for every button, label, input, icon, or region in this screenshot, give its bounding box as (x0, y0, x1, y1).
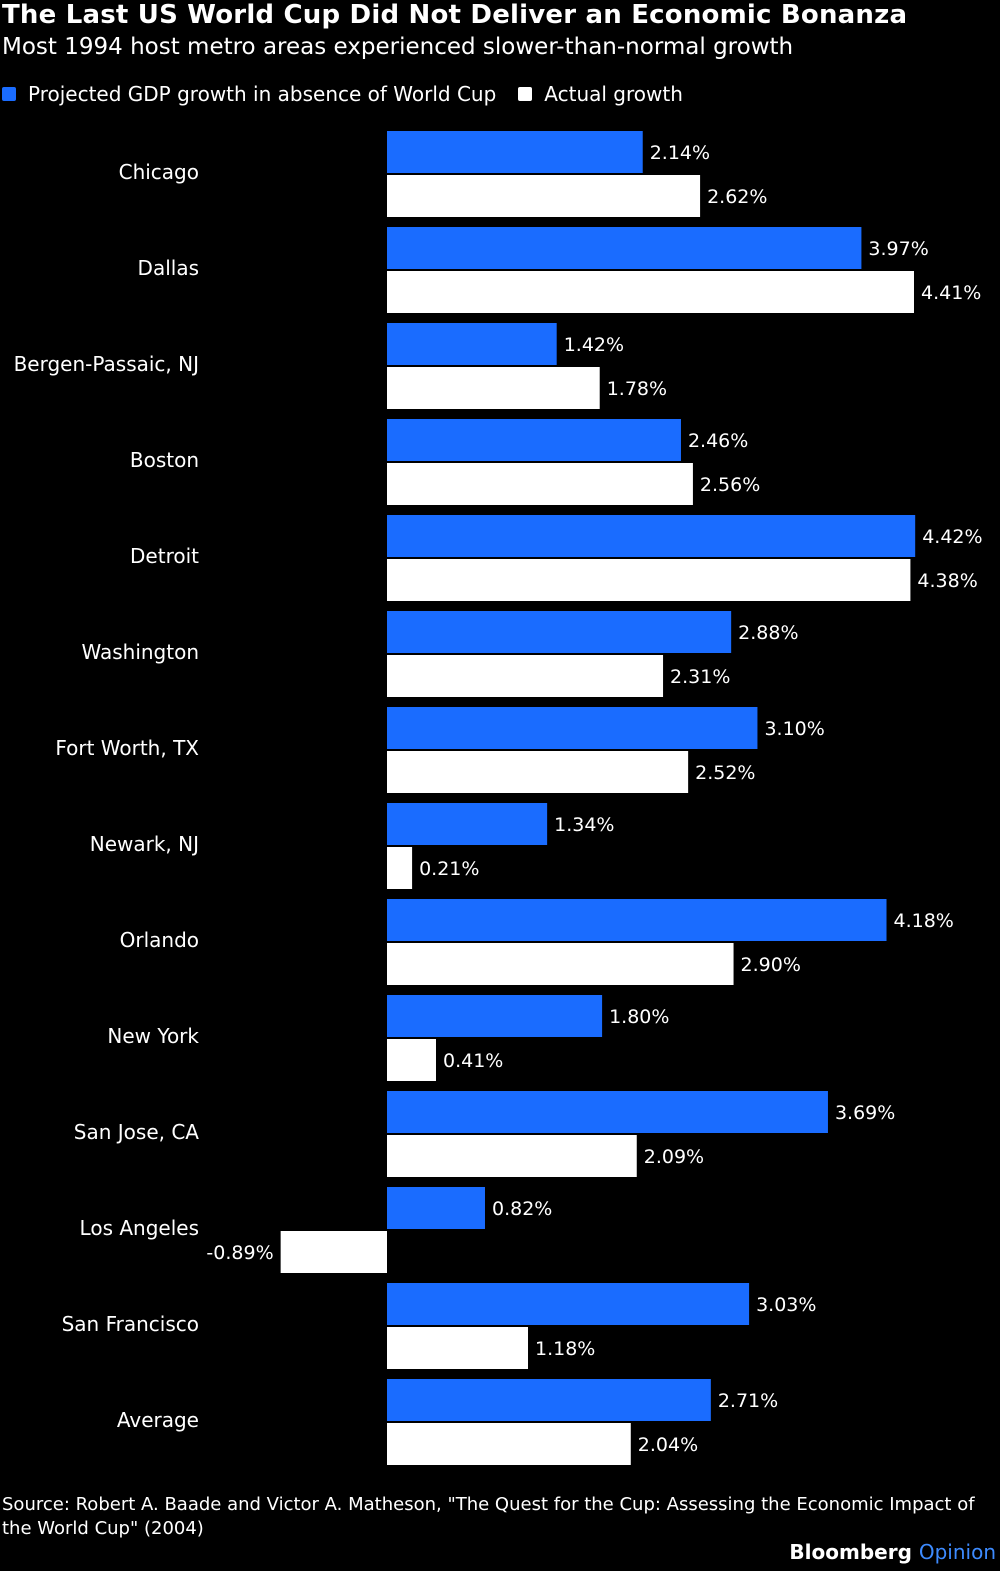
bar-projected-new-york (387, 995, 603, 1037)
bar-actual-dallas (387, 271, 914, 313)
legend-swatch-projected (2, 87, 16, 101)
data-label-actual-detroit: 4.38% (917, 570, 977, 592)
bar-actual-new-york (387, 1039, 436, 1081)
data-label-actual-new-york: 0.41% (443, 1050, 503, 1072)
data-label-actual-washington: 2.31% (670, 666, 730, 688)
bar-projected-dallas (387, 227, 862, 269)
brand-logo: Bloomberg Opinion (789, 1540, 996, 1564)
category-label-los-angeles: Los Angeles (80, 1216, 199, 1240)
data-label-actual-san-francisco: 1.18% (535, 1338, 595, 1360)
data-label-projected-san-francisco: 3.03% (756, 1294, 816, 1316)
data-label-actual-san-jose-ca: 2.09% (644, 1146, 704, 1168)
category-label-boston: Boston (130, 448, 199, 472)
bar-projected-orlando (387, 899, 887, 941)
category-label-newark-nj: Newark, NJ (90, 832, 199, 856)
legend: Projected GDP growth in absence of World… (2, 81, 705, 107)
category-label-bergen-passaic-nj: Bergen-Passaic, NJ (14, 352, 199, 376)
bar-chart: Chicago 2.14% 2.62% Dallas 3.97% 4.41% Bergen-… (14, 131, 983, 1465)
data-label-actual-average: 2.04% (638, 1434, 698, 1456)
legend-item-projected: Projected GDP growth in absence of World… (2, 82, 496, 106)
category-label-dallas: Dallas (138, 256, 199, 280)
bar-projected-newark-nj (387, 803, 548, 845)
bar-actual-fort-worth-tx (387, 751, 689, 793)
bar-actual-average (387, 1423, 631, 1465)
bar-projected-los-angeles (387, 1187, 485, 1229)
source-note: Source: Robert A. Baade and Victor A. Ma… (2, 1494, 975, 1539)
data-label-actual-boston: 2.56% (700, 474, 760, 496)
bar-actual-chicago (387, 175, 701, 217)
bar-projected-washington (387, 611, 732, 653)
bar-projected-detroit (387, 515, 916, 557)
bar-projected-boston (387, 419, 681, 461)
data-label-projected-boston: 2.46% (688, 430, 748, 452)
data-label-actual-bergen-passaic-nj: 1.78% (607, 378, 667, 400)
bar-actual-san-francisco (387, 1327, 529, 1369)
category-label-chicago: Chicago (119, 160, 199, 184)
bar-projected-san-francisco (387, 1283, 750, 1325)
data-label-projected-orlando: 4.18% (894, 910, 954, 932)
data-label-projected-san-jose-ca: 3.69% (835, 1102, 895, 1124)
data-label-projected-chicago: 2.14% (650, 142, 710, 164)
legend-item-actual: Actual growth (518, 82, 683, 106)
bar-projected-average (387, 1379, 711, 1421)
category-label-fort-worth-tx: Fort Worth, TX (55, 736, 199, 760)
data-label-projected-dallas: 3.97% (868, 238, 928, 260)
bar-projected-chicago (387, 131, 643, 173)
chart-title: The Last US World Cup Did Not Deliver an… (2, 0, 908, 30)
data-label-projected-new-york: 1.80% (609, 1006, 669, 1028)
data-label-projected-newark-nj: 1.34% (554, 814, 614, 836)
data-label-actual-fort-worth-tx: 2.52% (695, 762, 755, 784)
data-label-actual-dallas: 4.41% (921, 282, 981, 304)
legend-swatch-actual (518, 87, 533, 101)
bar-actual-newark-nj (387, 847, 413, 889)
data-label-projected-bergen-passaic-nj: 1.42% (564, 334, 624, 356)
data-label-actual-orlando: 2.90% (741, 954, 801, 976)
category-label-orlando: Orlando (120, 928, 199, 952)
data-label-projected-average: 2.71% (718, 1390, 778, 1412)
bar-actual-boston (387, 463, 693, 505)
data-label-projected-los-angeles: 0.82% (492, 1198, 552, 1220)
bar-projected-san-jose-ca (387, 1091, 828, 1133)
category-label-average: Average (117, 1408, 199, 1432)
brand-accent: Opinion (918, 1540, 996, 1564)
legend-label-projected: Projected GDP growth in absence of World… (28, 82, 497, 106)
category-label-washington: Washington (81, 640, 199, 664)
bar-actual-detroit (387, 559, 911, 601)
data-label-projected-washington: 2.88% (738, 622, 798, 644)
bar-actual-bergen-passaic-nj (387, 367, 600, 409)
data-label-projected-detroit: 4.42% (922, 526, 982, 548)
data-label-projected-fort-worth-tx: 3.10% (764, 718, 824, 740)
bar-actual-washington (387, 655, 664, 697)
category-label-detroit: Detroit (130, 544, 199, 568)
data-label-actual-newark-nj: 0.21% (419, 858, 479, 880)
bar-actual-los-angeles (280, 1231, 387, 1273)
bar-actual-orlando (387, 943, 734, 985)
category-label-san-francisco: San Francisco (62, 1312, 199, 1336)
category-label-san-jose-ca: San Jose, CA (74, 1120, 200, 1144)
legend-label-actual: Actual growth (544, 82, 683, 106)
category-label-new-york: New York (107, 1024, 199, 1048)
data-label-actual-chicago: 2.62% (707, 186, 767, 208)
data-label-actual-los-angeles: -0.89% (206, 1242, 273, 1264)
bar-projected-bergen-passaic-nj (387, 323, 557, 365)
chart-subtitle: Most 1994 host metro areas experienced s… (2, 34, 794, 60)
bar-actual-san-jose-ca (387, 1135, 637, 1177)
brand-name: Bloomberg (789, 1540, 912, 1564)
bar-projected-fort-worth-tx (387, 707, 758, 749)
